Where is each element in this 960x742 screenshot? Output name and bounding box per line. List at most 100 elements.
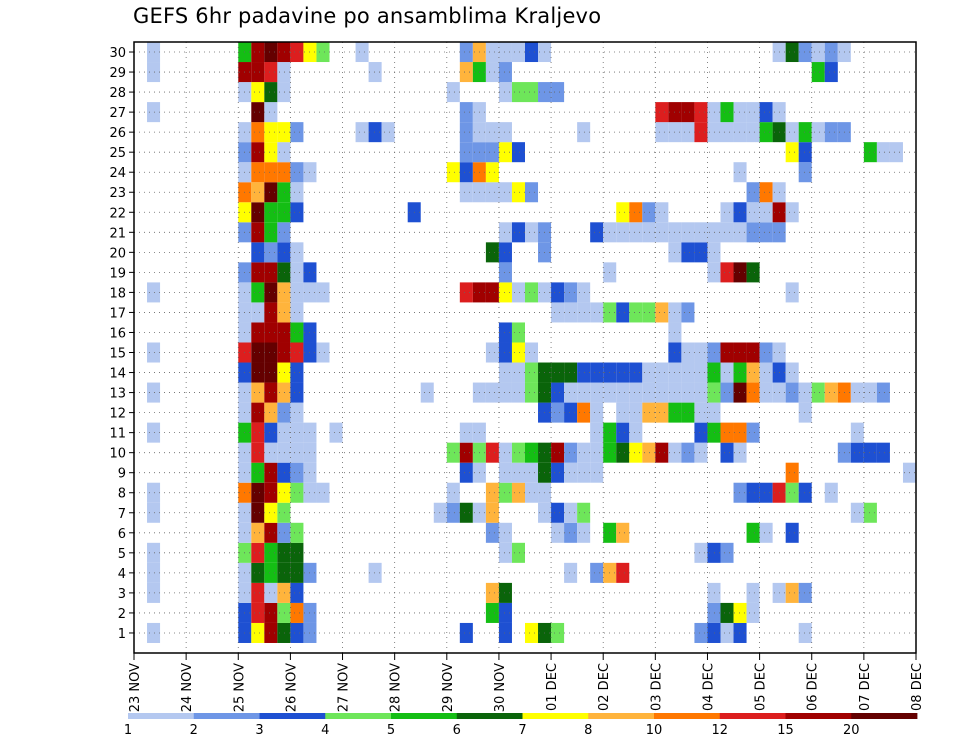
heatmap-cell	[251, 482, 265, 503]
heatmap-cell	[551, 82, 565, 103]
heatmap-cell	[577, 302, 591, 323]
heatmap-cell	[251, 582, 265, 603]
legend-color-swatch	[851, 713, 918, 719]
heatmap-cell	[707, 382, 721, 403]
heatmap-cell	[798, 42, 812, 63]
heatmap-cell	[733, 442, 747, 463]
heatmap-cell	[264, 242, 278, 263]
heatmap-cell	[759, 202, 773, 223]
y-tick-label: 29	[109, 66, 126, 81]
heatmap-cell	[251, 142, 265, 163]
heatmap-cell	[277, 122, 291, 143]
heatmap-cell	[733, 102, 747, 123]
heatmap-cell	[525, 622, 539, 643]
heatmap-cell	[720, 422, 734, 443]
x-tick-label: 27 NOV	[337, 663, 352, 712]
heatmap-cell	[251, 462, 265, 483]
heatmap-cell	[564, 302, 578, 323]
heatmap-cell	[459, 442, 473, 463]
y-tick-label: 18	[109, 286, 126, 301]
heatmap-cell	[290, 342, 304, 363]
heatmap-cell	[720, 622, 734, 643]
heatmap-cell	[824, 62, 838, 83]
heatmap-cell	[264, 442, 278, 463]
heatmap-cell	[616, 362, 630, 383]
heatmap-cell	[629, 202, 643, 223]
heatmap-cell	[733, 422, 747, 443]
heatmap-cell	[485, 182, 499, 203]
heatmap-cell	[498, 342, 512, 363]
heatmap-cell	[746, 202, 760, 223]
heatmap-cell	[707, 222, 721, 243]
heatmap-cell	[824, 382, 838, 403]
heatmap-cell	[511, 282, 525, 303]
heatmap-cell	[290, 422, 304, 443]
heatmap-cell	[264, 502, 278, 523]
heatmap-cell	[459, 422, 473, 443]
heatmap-cell	[264, 102, 278, 123]
heatmap-cell	[485, 122, 499, 143]
heatmap-cell	[251, 522, 265, 543]
heatmap-cell	[251, 182, 265, 203]
heatmap-cell	[264, 402, 278, 423]
heatmap-cell	[147, 382, 161, 403]
heatmap-cell	[785, 42, 799, 63]
heatmap-cell	[629, 442, 643, 463]
heatmap-cell	[655, 402, 669, 423]
heatmap-cell	[720, 262, 734, 283]
heatmap-cell	[277, 522, 291, 543]
heatmap-cell	[525, 82, 539, 103]
heatmap-cell	[876, 382, 890, 403]
heatmap-cell	[746, 422, 760, 443]
heatmap-cell	[551, 462, 565, 483]
heatmap-cell	[485, 522, 499, 543]
plot-frame	[133, 41, 917, 654]
heatmap-cell	[720, 442, 734, 463]
heatmap-cell	[511, 362, 525, 383]
heatmap-cell	[147, 542, 161, 563]
heatmap-cell	[511, 82, 525, 103]
heatmap-cell	[733, 122, 747, 143]
heatmap-cell	[498, 262, 512, 283]
heatmap-cell	[277, 462, 291, 483]
heatmap-cell	[564, 402, 578, 423]
heatmap-cell	[251, 382, 265, 403]
heatmap-cell	[277, 382, 291, 403]
legend-label: 12	[711, 723, 728, 738]
heatmap-cell	[264, 542, 278, 563]
heatmap-cell	[485, 482, 499, 503]
legend-label: 2	[190, 723, 198, 738]
heatmap-cell	[498, 362, 512, 383]
legend-label: 7	[518, 723, 526, 738]
legend-label: 3	[255, 723, 263, 738]
heatmap-cell	[759, 222, 773, 243]
y-tick-label: 3	[118, 587, 126, 602]
heatmap-cell	[785, 362, 799, 383]
heatmap-cell	[446, 162, 460, 183]
y-tick-label: 22	[109, 206, 126, 221]
legend-label: 15	[777, 723, 794, 738]
heatmap-cell	[733, 482, 747, 503]
heatmap-cell	[720, 602, 734, 623]
heatmap-cell	[251, 322, 265, 343]
heatmap-cell	[277, 282, 291, 303]
heatmap-cell	[655, 122, 669, 143]
heatmap-cell	[290, 262, 304, 283]
heatmap-cell	[694, 442, 708, 463]
heatmap-cell	[629, 422, 643, 443]
heatmap-cell	[277, 62, 291, 83]
heatmap-cell	[616, 442, 630, 463]
heatmap-cell	[498, 462, 512, 483]
heatmap-cell	[642, 402, 656, 423]
y-tick-label: 25	[109, 146, 126, 161]
heatmap-cell	[707, 362, 721, 383]
heatmap-cell	[564, 462, 578, 483]
heatmap-cell	[251, 102, 265, 123]
heatmap-cell	[824, 482, 838, 503]
heatmap-cell	[498, 382, 512, 403]
heatmap-cell	[642, 302, 656, 323]
heatmap-cell	[577, 122, 591, 143]
heatmap-cell	[811, 62, 825, 83]
legend-color-swatch	[588, 713, 655, 719]
heatmap-cell	[446, 82, 460, 103]
